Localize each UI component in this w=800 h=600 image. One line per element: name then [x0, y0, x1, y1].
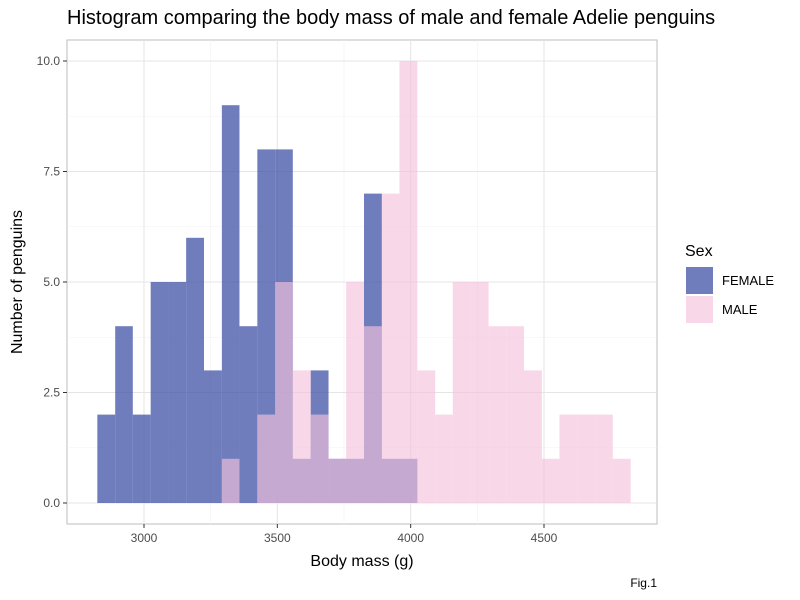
bar-male — [612, 458, 631, 503]
bar-female — [97, 414, 116, 503]
y-axis: 0.0 2.5 5.0 7.5 10.0 — [37, 54, 67, 510]
y-tick-label: 0.0 — [43, 496, 60, 510]
legend-title: Sex — [685, 243, 713, 260]
legend-key-female — [686, 267, 713, 294]
bar-female — [168, 282, 187, 503]
bar-female — [132, 414, 151, 503]
bar-male — [381, 193, 400, 503]
bar-male — [257, 414, 276, 503]
y-tick-label: 7.5 — [43, 165, 60, 179]
y-tick-label: 5.0 — [43, 275, 60, 289]
x-tick-label: 3500 — [264, 531, 291, 545]
bar-male — [595, 414, 613, 503]
bar-male — [310, 414, 329, 503]
bar-male — [559, 414, 578, 503]
bar-male — [221, 458, 240, 503]
bar-male — [328, 458, 347, 503]
chart-title: Histogram comparing the body mass of mal… — [67, 7, 715, 29]
bar-male — [452, 282, 471, 503]
x-axis: 3000 3500 4000 4500 — [131, 524, 558, 545]
bar-male — [364, 326, 382, 503]
y-axis-title: Number of penguins — [9, 210, 26, 354]
x-axis-title: Body mass (g) — [310, 553, 413, 570]
bar-female — [204, 370, 222, 503]
bar-male — [541, 458, 560, 503]
bar-male — [275, 282, 293, 503]
legend-label-male: MALE — [722, 302, 758, 317]
bar-male — [488, 326, 507, 503]
legend-key-male — [686, 296, 713, 323]
bar-female — [239, 326, 258, 503]
bar-male — [470, 282, 489, 503]
bar-male — [399, 61, 418, 503]
bar-male — [506, 326, 524, 503]
y-tick-label: 2.5 — [43, 386, 60, 400]
bar-male — [346, 282, 364, 503]
bar-male — [577, 414, 596, 503]
legend-label-female: FEMALE — [722, 273, 774, 288]
y-tick-label: 10.0 — [37, 54, 61, 68]
bar-male — [435, 414, 453, 503]
bar-female — [186, 237, 204, 504]
bar-male — [417, 370, 436, 503]
bar-male — [524, 370, 542, 503]
x-tick-label: 3000 — [131, 531, 158, 545]
bar-male — [292, 370, 311, 503]
legend: Sex FEMALE MALE — [685, 243, 774, 323]
x-tick-label: 4000 — [397, 531, 424, 545]
bar-female — [115, 326, 133, 503]
male-bars — [221, 61, 631, 503]
x-tick-label: 4500 — [531, 531, 558, 545]
bar-female — [221, 105, 240, 503]
figure-caption: Fig.1 — [630, 576, 657, 590]
bar-female — [150, 282, 169, 503]
